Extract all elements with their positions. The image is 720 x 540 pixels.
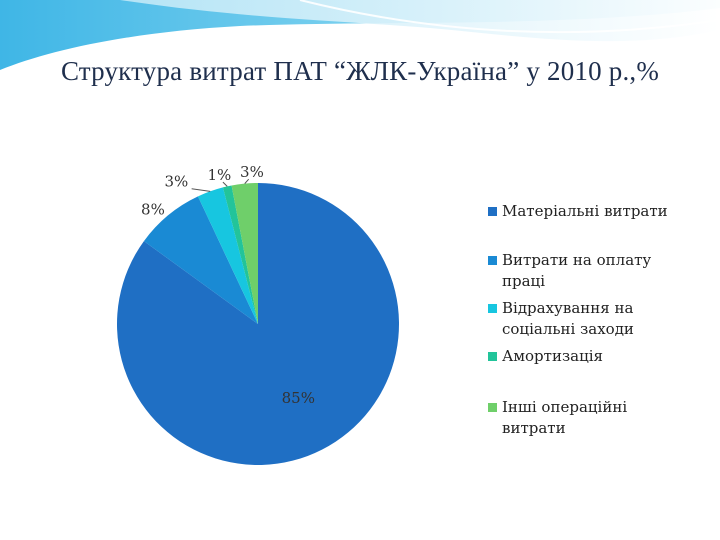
legend-swatch [488, 256, 497, 265]
chart-legend: Матеріальні витрати Витрати на оплату прац… [488, 202, 668, 437]
data-label-матеріальні-витрати: 85% [282, 389, 315, 407]
leader-line [244, 178, 250, 184]
legend-label: Інші операційні [502, 398, 627, 416]
leader-lines [191, 178, 250, 192]
pie-slices [117, 183, 399, 465]
data-label-інші-операційні-витрати: 3% [240, 163, 264, 181]
legend-label: Матеріальні витрати [502, 202, 668, 220]
pie-slice-відрахування-на-соціальні-заходи [197, 187, 258, 324]
pie-slice-амортизація [222, 185, 258, 324]
data-label-відрахування-на-соціальні-заходи: 3% [165, 173, 189, 191]
legend-swatch [488, 207, 497, 216]
leader-line [222, 181, 228, 187]
pie-slice-витрати-на-оплату-праці [143, 196, 258, 324]
header-wave-line [299, 0, 720, 34]
legend-item-відрахування-на-соціальні-заходи: Відрахування на соціальні заходи [488, 299, 634, 338]
legend-label: Відрахування на [502, 299, 633, 317]
legend-label: праці [502, 272, 545, 290]
data-label-амортизація: 1% [207, 166, 231, 184]
slide-title: Структура витрат ПАТ “ЖЛК-Україна” у 201… [60, 56, 660, 86]
legend-label: витрати [502, 419, 566, 437]
pie-slice-інші-операційні-витрати [231, 183, 258, 324]
legend-label: Амортизація [502, 347, 603, 365]
legend-swatch [488, 352, 497, 361]
legend-item-витрати-на-оплату-праці: Витрати на оплату праці [488, 251, 651, 290]
legend-swatch [488, 403, 497, 412]
data-label-витрати-на-оплату-праці: 8% [141, 201, 165, 219]
legend-label: Витрати на оплату [502, 251, 651, 269]
leader-line [191, 188, 211, 192]
legend-item-інші-операційні-витрати: Інші операційні витрати [488, 398, 627, 437]
legend-swatch [488, 304, 497, 313]
legend-item-матеріальні-витрати: Матеріальні витрати [488, 202, 668, 220]
data-labels: 85%8%3% 1% 3% [141, 163, 315, 407]
legend-item-амортизація: Амортизація [488, 347, 603, 365]
legend-label: соціальні заходи [502, 320, 634, 338]
header-wave-light [120, 0, 720, 42]
